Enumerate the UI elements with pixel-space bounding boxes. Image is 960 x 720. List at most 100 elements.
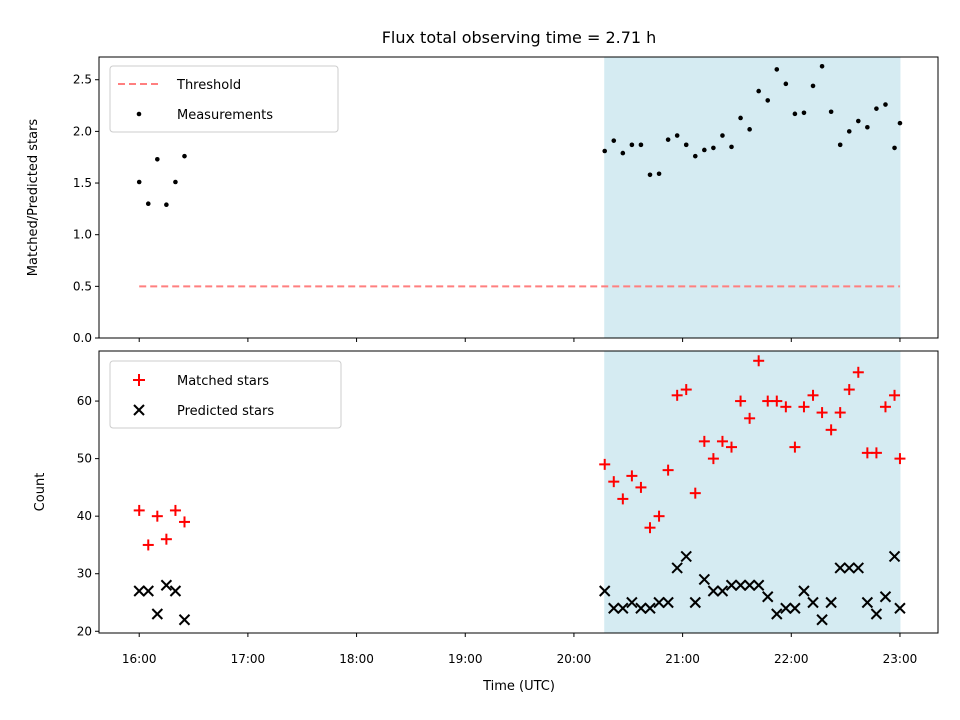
matched-legend-label: Matched stars bbox=[177, 374, 269, 389]
predicted-star-point bbox=[599, 585, 611, 597]
predicted-star-point bbox=[680, 550, 692, 563]
x-tick-label: 16:00 bbox=[122, 652, 157, 666]
matched-legend-swatch bbox=[133, 374, 145, 386]
measurement-point bbox=[647, 172, 653, 178]
top-y-axis-label: Matched/Predicted stars bbox=[26, 119, 41, 277]
matched-star-point bbox=[834, 407, 846, 419]
matched-star-point bbox=[671, 389, 683, 401]
predicted-star-point bbox=[133, 585, 145, 597]
measurement-point bbox=[674, 133, 680, 138]
predicted-star-point bbox=[780, 602, 792, 614]
measurement-point bbox=[756, 88, 761, 94]
x-tick-label: 21:00 bbox=[665, 652, 700, 666]
predicted-star-point bbox=[879, 591, 892, 603]
y-tick-label: 2.0 bbox=[73, 124, 92, 138]
matched-star-point bbox=[169, 504, 181, 516]
y-tick-label: 50 bbox=[77, 452, 92, 466]
measurement-point bbox=[629, 142, 635, 148]
measurement-point bbox=[656, 171, 662, 177]
measurement-point bbox=[711, 145, 716, 151]
predicted-star-point bbox=[707, 585, 720, 597]
measurement-point bbox=[611, 138, 617, 143]
matched-star-point bbox=[689, 487, 701, 499]
bottom-y-ticks: 20 30 40 50 60 bbox=[77, 394, 99, 638]
measurement-point bbox=[865, 124, 870, 130]
matched-star-point bbox=[680, 384, 692, 396]
matched-star-point bbox=[707, 453, 719, 465]
predicted-star-point bbox=[698, 573, 711, 586]
predicted-star-point bbox=[635, 602, 647, 614]
matched-star-point bbox=[735, 395, 747, 407]
x-tick-label: 18:00 bbox=[339, 652, 374, 666]
predicted-star-point bbox=[752, 579, 765, 591]
matched-star-point bbox=[852, 366, 864, 378]
predicted-star-point bbox=[789, 602, 801, 614]
measurement-point bbox=[638, 142, 644, 148]
bottom-legend: Matched stars Predicted stars bbox=[109, 360, 342, 429]
predicted-star-point bbox=[861, 596, 874, 609]
top-shaded-span bbox=[604, 56, 901, 339]
measurement-point bbox=[856, 118, 861, 124]
bottom-legend-box bbox=[109, 360, 342, 429]
measurements-legend-swatch bbox=[136, 111, 142, 117]
matched-star-point bbox=[726, 441, 738, 453]
measurement-point bbox=[145, 201, 151, 206]
measurement-point bbox=[874, 106, 879, 111]
matched-stars-points bbox=[133, 355, 906, 551]
measurement-point bbox=[774, 67, 780, 72]
predicted-star-point bbox=[169, 585, 182, 597]
measurement-point bbox=[155, 156, 160, 162]
measurement-point bbox=[810, 83, 816, 89]
top-legend-box bbox=[109, 65, 339, 133]
x-axis-label: Time (UTC) bbox=[482, 679, 555, 694]
measurement-point bbox=[720, 133, 725, 138]
y-tick-label: 1.0 bbox=[73, 228, 92, 242]
x-tick-label: 23:00 bbox=[883, 652, 918, 666]
measurement-point bbox=[883, 102, 888, 107]
predicted-star-point bbox=[151, 608, 164, 620]
x-tick-label: 19:00 bbox=[448, 652, 483, 666]
y-tick-label: 1.5 bbox=[73, 176, 92, 190]
predicted-legend-label: Predicted stars bbox=[177, 404, 274, 419]
matched-star-point bbox=[698, 435, 710, 447]
matched-star-point bbox=[644, 522, 656, 534]
bottom-shaded-span bbox=[604, 350, 901, 634]
top-axes-frame bbox=[98, 56, 939, 339]
matched-star-point bbox=[780, 401, 792, 413]
measurement-point bbox=[729, 144, 734, 150]
matched-star-point bbox=[662, 464, 674, 476]
y-tick-label: 20 bbox=[77, 624, 92, 638]
matched-star-point bbox=[771, 395, 783, 407]
measurement-point bbox=[892, 145, 897, 151]
measurement-point bbox=[164, 202, 169, 208]
bottom-y-axis-label: Count bbox=[33, 473, 48, 512]
matched-star-point bbox=[894, 453, 906, 465]
measurement-point bbox=[173, 179, 178, 185]
matched-star-point bbox=[807, 389, 819, 401]
x-tick-label: 22:00 bbox=[774, 652, 809, 666]
predicted-star-point bbox=[888, 550, 901, 563]
measurement-point bbox=[665, 137, 671, 142]
measurement-point bbox=[136, 179, 142, 185]
matched-star-point bbox=[617, 493, 629, 505]
matched-star-point bbox=[133, 504, 145, 516]
predicted-star-point bbox=[843, 562, 855, 574]
measurement-point bbox=[683, 142, 689, 148]
predicted-star-point bbox=[689, 596, 701, 609]
predicted-star-point bbox=[894, 602, 906, 614]
bottom-x-ticks: 16:00 17:00 18:00 19:00 20:00 21:00 22:00 23:00 bbox=[122, 633, 917, 666]
predicted-star-point bbox=[142, 585, 154, 597]
y-tick-label: 30 bbox=[77, 567, 92, 581]
measurement-point bbox=[792, 111, 798, 117]
matched-star-point bbox=[151, 510, 163, 522]
x-tick-label: 20:00 bbox=[557, 652, 592, 666]
matched-star-point bbox=[599, 458, 611, 470]
predicted-stars-points bbox=[133, 550, 906, 626]
top-x-ticks bbox=[138, 338, 901, 342]
predicted-star-point bbox=[762, 591, 774, 603]
top-panel: 0.0 0.5 1.0 1.5 2.0 2.5 Matched/Predicted sta… bbox=[26, 56, 939, 345]
measurement-point bbox=[602, 148, 608, 154]
y-tick-label: 60 bbox=[77, 394, 92, 408]
measurement-point bbox=[837, 142, 843, 148]
measurement-point bbox=[846, 129, 852, 134]
